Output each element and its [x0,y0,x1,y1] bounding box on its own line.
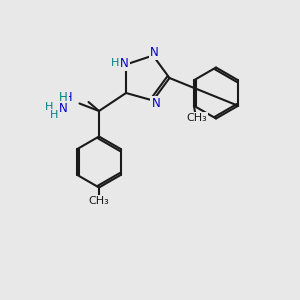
Text: N: N [152,97,160,110]
Text: H: H [58,91,68,104]
Text: N: N [58,102,68,116]
Text: N: N [120,56,129,70]
Text: N: N [150,46,159,59]
Text: CH₃: CH₃ [88,196,110,206]
Text: NH: NH [56,91,73,104]
Text: H: H [45,101,54,112]
Text: CH₃: CH₃ [187,113,207,123]
Text: H: H [111,58,120,68]
Text: H: H [50,110,58,120]
